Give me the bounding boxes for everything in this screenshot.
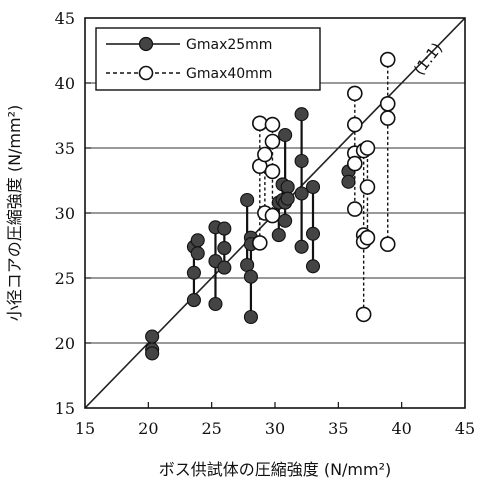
data-point (359, 140, 376, 156)
data-point (243, 269, 258, 284)
y-tick-label: 45 (55, 9, 75, 28)
data-point (379, 51, 396, 68)
y-tick-label: 35 (55, 139, 75, 158)
data-point (186, 293, 201, 308)
data-point (346, 201, 363, 217)
data-point (271, 228, 286, 243)
data-point (217, 221, 232, 236)
x-tick-label: 30 (265, 419, 285, 438)
series-gmax25mm (145, 107, 356, 361)
data-point (346, 155, 363, 172)
x-axis-ticks: 15 20 25 30 35 40 45 (75, 402, 475, 438)
data-point (264, 133, 281, 150)
x-tick-label: 45 (455, 419, 475, 438)
y-tick-label: 25 (55, 269, 75, 288)
legend-label-gmax40: Gmax40mm (186, 66, 272, 82)
data-point (305, 226, 321, 241)
one-to-one-label: (1:1) (410, 39, 446, 78)
y-tick-label: 15 (55, 399, 75, 418)
data-point (359, 179, 376, 195)
legend-box (95, 27, 321, 91)
data-point (240, 192, 255, 208)
y-tick-label: 20 (55, 334, 75, 353)
data-point (305, 259, 321, 274)
data-point (379, 110, 396, 126)
data-point (264, 207, 281, 224)
data-point (278, 213, 293, 228)
data-point (341, 174, 356, 189)
data-point (145, 346, 160, 361)
legend-marker-gmax40 (138, 65, 154, 81)
y-tick-label: 40 (55, 74, 75, 93)
x-tick-label: 20 (138, 419, 158, 438)
series-layer (145, 51, 396, 361)
data-point (294, 107, 309, 122)
data-point (217, 241, 232, 256)
data-point (305, 179, 321, 195)
data-point (240, 257, 255, 273)
data-point (190, 246, 205, 261)
data-point (264, 116, 281, 133)
data-point (379, 236, 396, 252)
y-axis-label: 小径コアの圧縮強度 (N/mm²) (5, 105, 24, 322)
series-gmax40mm (251, 51, 396, 323)
x-axis-label: ボス供試体の圧縮強度 (N/mm²) (159, 460, 392, 479)
x-tick-label: 40 (391, 419, 411, 438)
y-axis-ticks: 15 20 25 30 35 40 45 (55, 9, 91, 418)
data-point (257, 146, 273, 163)
data-point (346, 116, 363, 133)
legend: Gmax25mm Gmax40mm (95, 27, 321, 91)
data-point (379, 96, 396, 112)
data-point (294, 239, 309, 254)
data-point (280, 179, 295, 195)
x-tick-label: 25 (201, 419, 221, 438)
data-point (145, 329, 160, 344)
data-point (294, 186, 309, 201)
data-point (359, 229, 376, 246)
data-point (251, 235, 268, 251)
data-point (251, 115, 268, 132)
data-point (243, 309, 258, 325)
data-point (208, 296, 223, 312)
x-tick-label: 35 (328, 419, 348, 438)
data-point (186, 265, 201, 280)
legend-label-gmax25: Gmax25mm (186, 37, 272, 53)
data-point (278, 127, 293, 143)
data-point (190, 233, 205, 248)
data-point (355, 306, 372, 323)
y-tick-label: 30 (55, 204, 75, 223)
data-point (217, 260, 232, 275)
data-point (294, 153, 309, 169)
data-point (346, 85, 363, 102)
x-tick-label: 15 (75, 419, 95, 438)
data-point (264, 163, 281, 180)
legend-marker-gmax25 (138, 36, 154, 52)
data-point (280, 191, 295, 206)
